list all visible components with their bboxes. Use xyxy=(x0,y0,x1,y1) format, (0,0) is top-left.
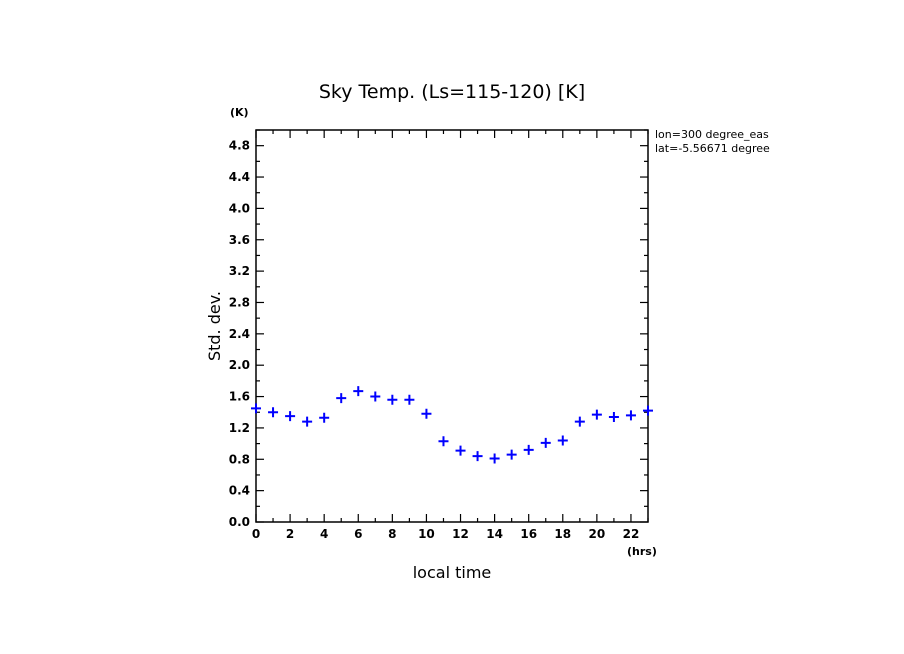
x-tick-label: 10 xyxy=(418,527,435,541)
data-point xyxy=(540,437,551,448)
data-point xyxy=(523,444,534,455)
data-point xyxy=(557,435,568,446)
x-tick-label: 8 xyxy=(388,527,396,541)
x-tick-label: 16 xyxy=(520,527,537,541)
y-axis-label: Std. dev. xyxy=(205,291,224,361)
y-tick-label: 4.0 xyxy=(229,201,250,215)
data-point xyxy=(302,416,313,427)
annotation-lon: lon=300 degree_eas xyxy=(655,128,769,141)
y-tick-label: 2.0 xyxy=(229,358,250,372)
data-point xyxy=(489,453,500,464)
data-point xyxy=(285,411,296,422)
x-tick-label: 22 xyxy=(623,527,640,541)
data-point xyxy=(574,416,585,427)
x-tick-label: 14 xyxy=(486,527,503,541)
y-tick-label: 2.4 xyxy=(229,327,250,341)
plot-frame xyxy=(255,129,649,523)
y-tick-label: 0.0 xyxy=(229,515,250,529)
chart-title: Sky Temp. (Ls=115-120) [K] xyxy=(319,81,585,103)
x-tick-label: 6 xyxy=(354,527,362,541)
axis-ticks xyxy=(255,129,649,523)
x-tick-label: 2 xyxy=(286,527,294,541)
data-point xyxy=(472,451,483,462)
x-tick-label: 12 xyxy=(452,527,469,541)
y-unit-label: (K) xyxy=(230,106,249,119)
data-point xyxy=(353,386,364,397)
data-points xyxy=(251,386,653,464)
x-tick-label: 4 xyxy=(320,527,328,541)
data-point xyxy=(421,408,432,419)
data-point xyxy=(268,407,279,418)
tick-labels: 0 2 4 6 8 10 12 14 16 18 20 22 0.0 0.4 0.8 1.2 1.6 2.0 2.4… xyxy=(229,139,640,541)
data-point xyxy=(591,409,602,420)
x-axis-label: local time xyxy=(413,563,492,582)
y-tick-label: 2.8 xyxy=(229,295,250,309)
x-tick-label: 0 xyxy=(252,527,260,541)
y-tick-label: 1.2 xyxy=(229,421,250,435)
data-point xyxy=(438,436,449,447)
y-tick-label: 0.8 xyxy=(229,452,250,466)
data-point xyxy=(625,410,636,421)
x-tick-label: 20 xyxy=(589,527,606,541)
data-point xyxy=(387,394,398,405)
y-tick-label: 4.8 xyxy=(229,139,250,153)
y-tick-label: 1.6 xyxy=(229,390,250,404)
data-point xyxy=(608,411,619,422)
data-point xyxy=(251,403,261,414)
data-point xyxy=(336,393,347,404)
y-tick-label: 3.6 xyxy=(229,233,250,247)
y-tick-label: 0.4 xyxy=(229,484,250,498)
y-tick-label: 4.4 xyxy=(229,170,250,184)
data-point xyxy=(643,405,653,416)
x-unit-label: (hrs) xyxy=(627,545,657,558)
y-tick-label: 3.2 xyxy=(229,264,250,278)
data-point xyxy=(319,412,330,423)
data-point xyxy=(370,391,381,402)
data-point xyxy=(455,445,466,456)
annotation-lat: lat=-5.56671 degree xyxy=(655,142,770,155)
x-tick-label: 18 xyxy=(554,527,571,541)
data-point xyxy=(404,394,415,405)
data-point xyxy=(506,449,517,460)
